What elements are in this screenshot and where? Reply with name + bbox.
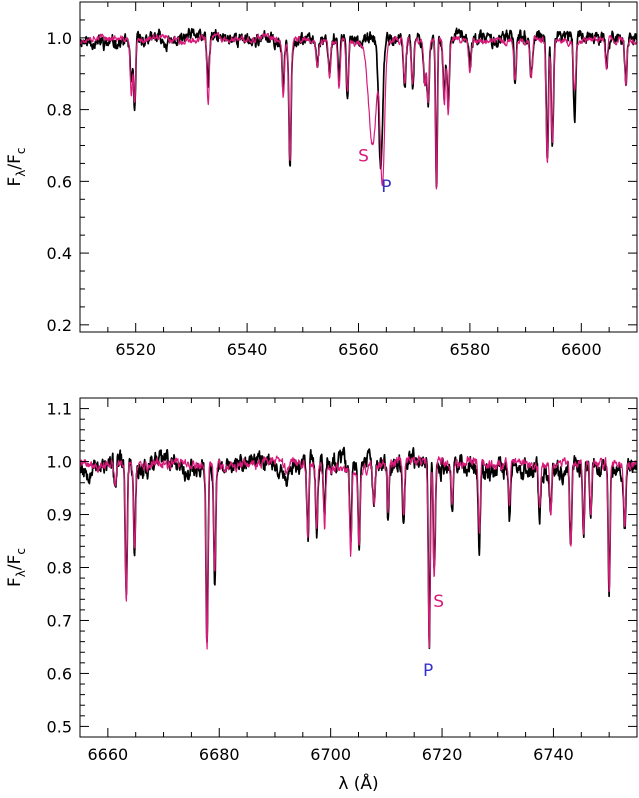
- observed-spectrum-line: [80, 446, 637, 650]
- spectra-lines: [80, 446, 637, 650]
- x-tick-label: 6580: [450, 340, 491, 359]
- x-tick-label: 6660: [87, 745, 128, 764]
- bottom-spectrum-panel: 6660 6680 6700 6720 6740 0.5 0.6 0.7 0.8 0.9 1.0 1.…: [5, 397, 638, 794]
- y-tick-label: 0.9: [47, 506, 72, 525]
- y-tick-label: 1.0: [47, 453, 72, 472]
- x-tick-label: 6600: [561, 340, 602, 359]
- y-tick-label: 0.8: [47, 559, 72, 578]
- y-tick-label: 1.1: [47, 400, 72, 419]
- y-tick-label: 0.8: [47, 101, 72, 120]
- x-tick-label: 6540: [227, 340, 268, 359]
- y-tick-label: 0.7: [47, 611, 72, 630]
- y-tick-label: 0.4: [47, 244, 72, 263]
- y-tick-label: 1.0: [47, 29, 72, 48]
- model-spectrum-line: [80, 31, 637, 190]
- y-tick-label: 0.2: [47, 316, 72, 335]
- x-tick-label: 6520: [115, 340, 156, 359]
- x-tick-label: 6560: [338, 340, 379, 359]
- plot-frame: [79, 397, 638, 738]
- x-tick-label: 6680: [199, 745, 240, 764]
- primary-label: P: [381, 177, 391, 197]
- y-axis-title: Fλ/Fc: [5, 147, 28, 186]
- x-axis-title: λ (Å): [338, 772, 378, 794]
- top-spectrum-panel: 6520 6540 6560 6580 6600 0.2 0.4 0.6 0.8 1.0 Fλ/Fc…: [5, 1, 638, 359]
- y-axis-title: Fλ/Fc: [5, 548, 28, 587]
- secondary-label: S: [358, 147, 369, 167]
- y-tick-label: 0.6: [47, 172, 72, 191]
- primary-label: P: [423, 661, 433, 681]
- secondary-label: S: [433, 592, 444, 612]
- x-tick-label: 6700: [310, 745, 351, 764]
- y-tick-label: 0.5: [47, 717, 72, 736]
- x-tick-label: 6740: [533, 745, 574, 764]
- model-spectrum-line: [80, 455, 637, 650]
- y-tick-label: 0.6: [47, 664, 72, 683]
- plot-frame: [79, 1, 638, 333]
- spectra-lines: [80, 27, 637, 190]
- x-tick-label: 6720: [422, 745, 463, 764]
